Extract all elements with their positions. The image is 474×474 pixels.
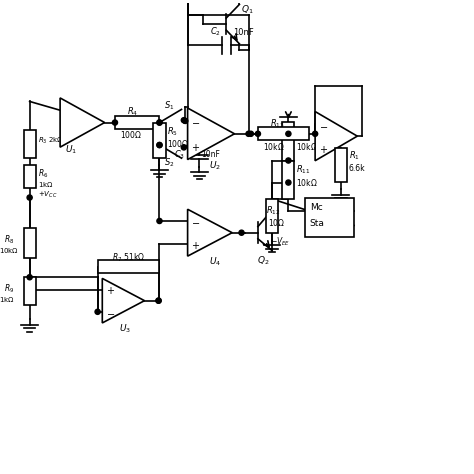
Text: 10nF: 10nF	[201, 150, 219, 159]
Circle shape	[156, 298, 161, 303]
Circle shape	[312, 131, 318, 137]
Text: $+$: $+$	[106, 285, 115, 296]
Text: $Q_2$: $Q_2$	[257, 255, 270, 267]
Text: 10nF: 10nF	[233, 27, 254, 36]
Text: $U_1$: $U_1$	[65, 144, 77, 156]
Text: $R_{13}$: $R_{13}$	[270, 117, 284, 130]
Bar	[266, 199, 278, 233]
Text: $S_2$: $S_2$	[164, 156, 174, 169]
Text: $R_{10}$: $R_{10}$	[296, 128, 311, 140]
Circle shape	[246, 131, 251, 137]
Polygon shape	[60, 98, 105, 147]
Bar	[115, 116, 159, 129]
Text: 1k$\Omega$: 1k$\Omega$	[0, 295, 15, 304]
Text: $-$: $-$	[106, 308, 115, 319]
Circle shape	[112, 120, 118, 125]
Text: +$V_{CC}$: +$V_{CC}$	[37, 190, 57, 201]
Text: $U_2$: $U_2$	[209, 159, 221, 172]
Text: 10k$\Omega$: 10k$\Omega$	[296, 177, 318, 188]
Bar	[305, 198, 354, 237]
Text: $+$: $+$	[191, 240, 201, 251]
Bar	[283, 122, 294, 161]
Text: $C_3$: $C_3$	[173, 148, 185, 161]
Polygon shape	[188, 108, 235, 160]
Circle shape	[157, 143, 162, 147]
Bar	[335, 148, 347, 182]
Circle shape	[248, 131, 254, 137]
Text: $R_{12}$: $R_{12}$	[266, 204, 281, 217]
Text: $-$: $-$	[191, 117, 201, 127]
Circle shape	[182, 118, 188, 124]
Circle shape	[239, 230, 244, 235]
Text: 1k$\Omega$: 1k$\Omega$	[37, 181, 53, 190]
Text: $U_3$: $U_3$	[118, 322, 131, 335]
Circle shape	[27, 274, 32, 280]
Text: 10k$\Omega$: 10k$\Omega$	[0, 246, 19, 255]
Text: $R_1$: $R_1$	[349, 149, 360, 162]
Bar	[24, 129, 36, 158]
Circle shape	[181, 118, 186, 123]
Text: $R_8$: $R_8$	[4, 234, 14, 246]
Circle shape	[156, 298, 161, 303]
Text: $R_4$: $R_4$	[127, 105, 138, 118]
Text: $R_7$ 51k$\Omega$: $R_7$ 51k$\Omega$	[112, 251, 145, 264]
Circle shape	[95, 309, 100, 314]
Text: $-$: $-$	[191, 218, 201, 228]
Text: $U_4$: $U_4$	[209, 255, 221, 268]
Bar	[258, 127, 310, 140]
Text: $C_2$: $C_2$	[210, 26, 221, 38]
Text: $R_9$: $R_9$	[4, 283, 14, 295]
Circle shape	[181, 145, 186, 150]
Text: $S_1$: $S_1$	[164, 100, 174, 112]
Bar	[98, 260, 158, 273]
Polygon shape	[315, 111, 357, 161]
Circle shape	[286, 131, 291, 137]
Text: Sta: Sta	[310, 219, 324, 228]
Circle shape	[27, 195, 32, 200]
Text: $R_3$ 2k$\Omega$: $R_3$ 2k$\Omega$	[37, 136, 64, 146]
Bar	[24, 228, 36, 258]
Text: 10$\Omega$: 10$\Omega$	[268, 217, 285, 228]
Circle shape	[157, 120, 162, 125]
Text: $+$: $+$	[319, 144, 328, 155]
Circle shape	[157, 120, 162, 125]
Bar	[283, 161, 294, 199]
Circle shape	[286, 158, 291, 163]
Text: Mc: Mc	[310, 203, 323, 212]
Bar	[24, 165, 36, 188]
Text: $+$: $+$	[191, 142, 201, 154]
Text: $-$: $-$	[319, 121, 328, 131]
Text: $-V_{EE}$: $-V_{EE}$	[270, 236, 290, 248]
Circle shape	[286, 180, 291, 185]
Bar	[154, 123, 165, 158]
Text: $R_5$: $R_5$	[167, 126, 178, 138]
Text: 10k$\Omega$: 10k$\Omega$	[296, 141, 318, 152]
Text: $Q_1$: $Q_1$	[241, 4, 254, 16]
Text: 6.6k: 6.6k	[349, 164, 365, 173]
Text: 10k$\Omega$: 10k$\Omega$	[263, 141, 284, 152]
Bar	[24, 277, 36, 305]
Polygon shape	[188, 209, 232, 256]
Circle shape	[255, 131, 261, 137]
Text: 100$\Omega$: 100$\Omega$	[167, 138, 190, 149]
Text: $R_6$: $R_6$	[37, 168, 48, 180]
Circle shape	[157, 219, 162, 224]
Text: 100$\Omega$: 100$\Omega$	[119, 129, 142, 140]
Circle shape	[157, 143, 162, 147]
Polygon shape	[102, 278, 145, 323]
Text: $R_{11}$: $R_{11}$	[296, 164, 311, 176]
